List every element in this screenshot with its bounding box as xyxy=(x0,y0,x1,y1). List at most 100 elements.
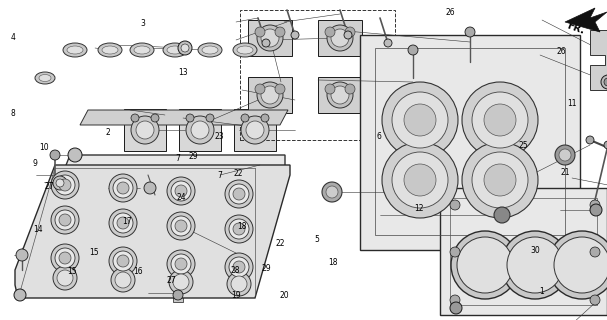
Circle shape xyxy=(178,41,192,55)
Bar xyxy=(124,109,166,151)
Text: 5: 5 xyxy=(314,236,319,244)
Polygon shape xyxy=(590,30,607,90)
Circle shape xyxy=(451,231,519,299)
Circle shape xyxy=(144,182,156,194)
Circle shape xyxy=(241,114,249,122)
Text: 29: 29 xyxy=(188,152,198,161)
Circle shape xyxy=(59,214,71,226)
Polygon shape xyxy=(360,35,580,250)
Circle shape xyxy=(462,82,538,158)
Circle shape xyxy=(51,206,79,234)
Ellipse shape xyxy=(63,43,87,57)
Ellipse shape xyxy=(167,46,183,54)
Circle shape xyxy=(325,27,335,37)
Circle shape xyxy=(191,121,209,139)
Circle shape xyxy=(507,237,563,293)
Circle shape xyxy=(167,212,195,240)
Polygon shape xyxy=(80,110,288,125)
Text: 16: 16 xyxy=(134,267,143,276)
Circle shape xyxy=(53,266,77,290)
Circle shape xyxy=(171,254,191,274)
Circle shape xyxy=(261,29,279,47)
Circle shape xyxy=(131,116,159,144)
Circle shape xyxy=(229,257,249,277)
Circle shape xyxy=(229,184,249,204)
Circle shape xyxy=(484,164,516,196)
Text: FR.: FR. xyxy=(565,20,585,36)
Text: 28: 28 xyxy=(231,266,240,275)
Circle shape xyxy=(255,84,265,94)
Circle shape xyxy=(173,290,183,300)
Circle shape xyxy=(472,92,528,148)
Circle shape xyxy=(173,274,189,290)
Circle shape xyxy=(590,204,602,216)
Circle shape xyxy=(233,223,245,235)
Text: 3: 3 xyxy=(140,19,145,28)
Circle shape xyxy=(229,219,249,239)
Circle shape xyxy=(382,82,458,158)
Circle shape xyxy=(14,289,26,301)
Circle shape xyxy=(167,250,195,278)
Circle shape xyxy=(186,116,214,144)
Circle shape xyxy=(117,182,129,194)
Text: 12: 12 xyxy=(414,204,424,213)
Circle shape xyxy=(59,179,71,191)
Text: 19: 19 xyxy=(231,292,240,300)
Bar xyxy=(318,20,362,56)
Circle shape xyxy=(457,237,513,293)
Circle shape xyxy=(275,27,285,37)
Circle shape xyxy=(261,114,269,122)
Text: 18: 18 xyxy=(237,222,246,231)
Circle shape xyxy=(472,152,528,208)
Circle shape xyxy=(345,27,355,37)
Polygon shape xyxy=(565,8,607,32)
Text: 6: 6 xyxy=(377,132,382,140)
Circle shape xyxy=(53,176,67,190)
Polygon shape xyxy=(15,165,290,298)
Bar xyxy=(248,20,292,56)
Circle shape xyxy=(50,150,60,160)
Circle shape xyxy=(227,272,251,296)
Circle shape xyxy=(325,84,335,94)
Bar xyxy=(234,109,276,151)
Circle shape xyxy=(331,29,349,47)
Circle shape xyxy=(404,104,436,136)
Circle shape xyxy=(384,39,392,47)
Circle shape xyxy=(450,295,460,305)
Text: 26: 26 xyxy=(446,8,455,17)
Circle shape xyxy=(257,82,283,108)
Circle shape xyxy=(494,207,510,223)
Circle shape xyxy=(392,152,448,208)
Circle shape xyxy=(51,171,79,199)
Circle shape xyxy=(59,252,71,264)
Ellipse shape xyxy=(130,43,154,57)
Circle shape xyxy=(590,247,600,257)
Text: 25: 25 xyxy=(518,141,528,150)
Circle shape xyxy=(241,116,269,144)
Circle shape xyxy=(291,31,299,39)
Circle shape xyxy=(225,180,253,208)
Circle shape xyxy=(55,248,75,268)
Text: 29: 29 xyxy=(261,264,271,273)
Circle shape xyxy=(55,210,75,230)
Ellipse shape xyxy=(163,43,187,57)
Ellipse shape xyxy=(39,75,51,82)
Text: 14: 14 xyxy=(33,225,42,234)
Circle shape xyxy=(408,45,418,55)
Circle shape xyxy=(322,182,342,202)
Circle shape xyxy=(465,27,475,37)
Text: 23: 23 xyxy=(215,132,225,141)
Circle shape xyxy=(345,84,355,94)
Ellipse shape xyxy=(67,46,83,54)
Circle shape xyxy=(275,84,285,94)
Circle shape xyxy=(131,114,139,122)
Circle shape xyxy=(484,104,516,136)
Circle shape xyxy=(450,302,462,314)
Circle shape xyxy=(167,177,195,205)
Ellipse shape xyxy=(98,43,122,57)
Circle shape xyxy=(233,188,245,200)
Circle shape xyxy=(68,148,82,162)
Text: 20: 20 xyxy=(279,292,289,300)
Text: 22: 22 xyxy=(233,169,243,178)
Circle shape xyxy=(462,142,538,218)
